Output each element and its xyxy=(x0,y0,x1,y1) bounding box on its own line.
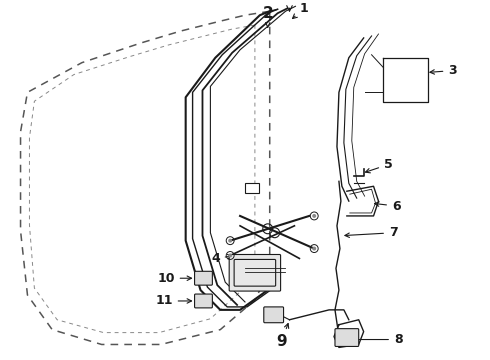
FancyBboxPatch shape xyxy=(335,329,359,346)
Text: 10: 10 xyxy=(157,272,192,285)
Text: 1: 1 xyxy=(293,2,309,18)
FancyBboxPatch shape xyxy=(234,260,276,286)
Circle shape xyxy=(228,239,232,243)
Text: 8: 8 xyxy=(351,333,403,346)
Text: 4: 4 xyxy=(211,252,232,265)
Text: 5: 5 xyxy=(366,158,393,173)
Circle shape xyxy=(228,253,232,257)
Text: 9: 9 xyxy=(276,324,289,349)
Text: 11: 11 xyxy=(155,294,192,307)
Text: 2: 2 xyxy=(262,6,273,27)
Circle shape xyxy=(312,214,316,218)
Text: 6: 6 xyxy=(374,199,401,212)
Circle shape xyxy=(312,247,316,251)
FancyBboxPatch shape xyxy=(195,271,212,285)
Text: 3: 3 xyxy=(430,64,457,77)
FancyBboxPatch shape xyxy=(195,294,212,308)
FancyBboxPatch shape xyxy=(264,307,284,323)
FancyBboxPatch shape xyxy=(229,255,281,291)
Text: 7: 7 xyxy=(345,226,398,239)
Bar xyxy=(245,183,259,193)
